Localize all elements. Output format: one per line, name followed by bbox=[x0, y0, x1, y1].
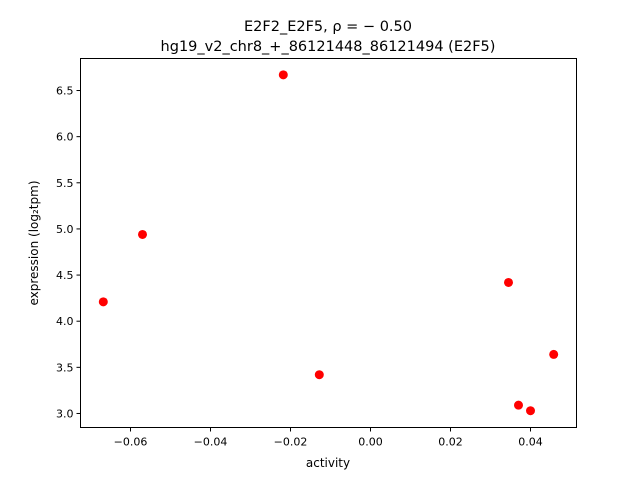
x-tick-label: 0.02 bbox=[438, 436, 463, 449]
x-tick-label: 0.00 bbox=[358, 436, 383, 449]
x-axis-label: activity bbox=[306, 456, 350, 470]
y-tick-label: 5.0 bbox=[56, 223, 74, 236]
x-tick-label: −0.04 bbox=[194, 436, 228, 449]
y-tick-label: 3.0 bbox=[56, 407, 74, 420]
y-tick-label: 4.0 bbox=[56, 315, 74, 328]
data-point bbox=[98, 297, 108, 307]
y-tick-label: 5.5 bbox=[56, 177, 74, 190]
x-tick-label: −0.02 bbox=[274, 436, 308, 449]
chart-title-line2: hg19_v2_chr8_+_86121448_86121494 (E2F5) bbox=[161, 39, 496, 55]
y-tick-label: 4.5 bbox=[56, 269, 74, 282]
y-axis-label: expression (log₂tpm) bbox=[27, 180, 41, 305]
plot-frame bbox=[80, 58, 577, 428]
x-tick-label: 0.04 bbox=[518, 436, 543, 449]
y-tick-label: 6.0 bbox=[56, 131, 74, 144]
x-tick-label: −0.06 bbox=[114, 436, 148, 449]
y-tick-label: 3.5 bbox=[56, 361, 74, 374]
data-point bbox=[314, 370, 324, 380]
data-point bbox=[526, 406, 535, 416]
chart-title-line1: E2F2_E2F5, ρ = − 0.50 bbox=[244, 19, 412, 35]
y-tick-label: 6.5 bbox=[56, 85, 74, 98]
data-point bbox=[549, 349, 559, 359]
data-point bbox=[138, 229, 147, 239]
data-point bbox=[504, 277, 513, 287]
data-point bbox=[514, 400, 523, 410]
data-point bbox=[278, 70, 288, 80]
